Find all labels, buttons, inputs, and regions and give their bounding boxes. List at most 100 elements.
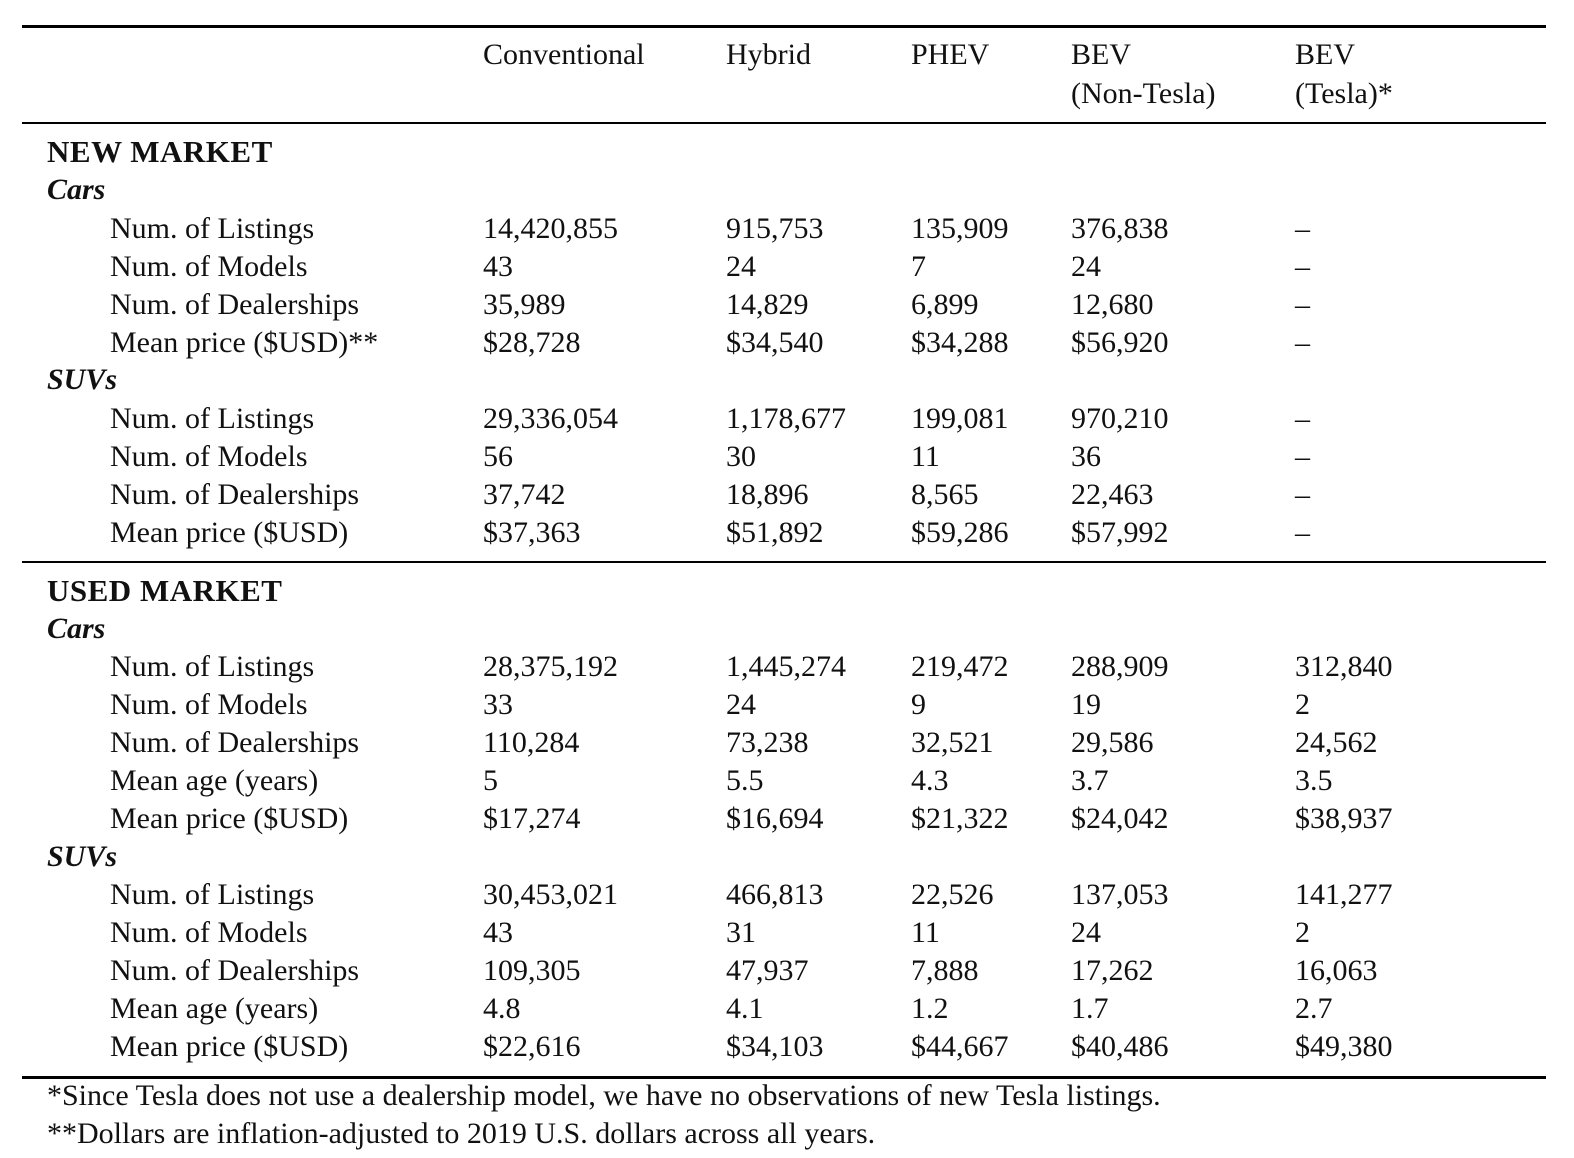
- table-cell: 43: [483, 916, 513, 949]
- column-header-bev-non-tesla: BEV: [1071, 38, 1131, 71]
- footnote-inflation: **Dollars are inflation-adjusted to 2019…: [47, 1117, 876, 1150]
- metric-label: Num. of Listings: [110, 402, 315, 435]
- table-cell: 2: [1295, 916, 1310, 949]
- table-cell: 1.2: [911, 992, 949, 1025]
- table-cell: 32,521: [911, 726, 994, 759]
- table-cell: –: [1295, 212, 1310, 245]
- table-cell: 5.5: [726, 764, 764, 797]
- table-cell: 110,284: [483, 726, 580, 759]
- section-title-used-market: USED MARKET: [47, 573, 283, 608]
- table-cell: $57,992: [1071, 516, 1169, 549]
- metric-label: Num. of Models: [110, 916, 308, 949]
- table-cell: $51,892: [726, 516, 824, 549]
- table-cell: 28,375,192: [483, 650, 618, 683]
- table-cell: 1,178,677: [726, 402, 846, 435]
- table-cell: –: [1295, 516, 1310, 549]
- table-cell: 466,813: [726, 878, 824, 911]
- table-cell: 12,680: [1071, 288, 1154, 321]
- table-cell: –: [1295, 326, 1310, 359]
- table-cell: 7: [911, 250, 926, 283]
- table-cell: 18,896: [726, 478, 809, 511]
- column-header-hybrid: Hybrid: [726, 38, 811, 71]
- column-header-bev-tesla-sub: (Tesla)*: [1295, 77, 1393, 110]
- table-cell: 24: [726, 250, 756, 283]
- column-header-conventional: Conventional: [483, 38, 645, 71]
- table-cell: 4.1: [726, 992, 764, 1025]
- subsection-title-used-cars: Cars: [47, 612, 106, 645]
- metric-label: Num. of Listings: [110, 212, 315, 245]
- table-cell: 376,838: [1071, 212, 1169, 245]
- table-cell: $16,694: [726, 802, 824, 835]
- metric-label: Num. of Listings: [110, 650, 315, 683]
- table-cell: 2.7: [1295, 992, 1333, 1025]
- table-cell: 141,277: [1295, 878, 1393, 911]
- table-cell: 14,420,855: [483, 212, 618, 245]
- table-cell: 36: [1071, 440, 1101, 473]
- table-cell: 4.8: [483, 992, 521, 1025]
- table-cell: 31: [726, 916, 756, 949]
- table-cell: 137,053: [1071, 878, 1169, 911]
- metric-label: Mean price ($USD)**: [110, 326, 379, 359]
- metric-label: Num. of Models: [110, 688, 308, 721]
- table-cell: 22,463: [1071, 478, 1154, 511]
- table-cell: 1.7: [1071, 992, 1109, 1025]
- column-header-bev-non-tesla-sub: (Non-Tesla): [1071, 77, 1216, 110]
- metric-label: Mean age (years): [110, 992, 319, 1025]
- table-cell: 312,840: [1295, 650, 1393, 683]
- table-cell: $34,103: [726, 1030, 824, 1063]
- bottom-rule: [22, 1076, 1546, 1079]
- table-cell: $59,286: [911, 516, 1009, 549]
- column-header-phev: PHEV: [911, 38, 990, 71]
- metric-label: Num. of Dealerships: [110, 726, 360, 759]
- table-cell: $22,616: [483, 1030, 581, 1063]
- table-cell: $56,920: [1071, 326, 1169, 359]
- column-header-bev-tesla: BEV: [1295, 38, 1355, 71]
- table-cell: 2: [1295, 688, 1310, 721]
- subsection-title-new-suvs: SUVs: [47, 363, 118, 396]
- table-cell: 3.7: [1071, 764, 1109, 797]
- table-cell: 43: [483, 250, 513, 283]
- table-cell: $28,728: [483, 326, 581, 359]
- table-cell: $37,363: [483, 516, 581, 549]
- table-cell: 970,210: [1071, 402, 1169, 435]
- table-cell: 3.5: [1295, 764, 1333, 797]
- table-cell: 19: [1071, 688, 1101, 721]
- table-cell: 17,262: [1071, 954, 1154, 987]
- table-cell: $38,937: [1295, 802, 1393, 835]
- table-cell: 11: [911, 440, 940, 473]
- metric-label: Num. of Models: [110, 250, 308, 283]
- table-cell: $21,322: [911, 802, 1009, 835]
- table-cell: –: [1295, 250, 1310, 283]
- table-cell: 47,937: [726, 954, 809, 987]
- subsection-title-used-suvs: SUVs: [47, 840, 118, 873]
- table-cell: 199,081: [911, 402, 1009, 435]
- table-cell: 24: [1071, 250, 1101, 283]
- table-cell: 9: [911, 688, 926, 721]
- table-cell: $44,667: [911, 1030, 1009, 1063]
- table-cell: 288,909: [1071, 650, 1169, 683]
- table-cell: 29,336,054: [483, 402, 618, 435]
- table-cell: 29,586: [1071, 726, 1154, 759]
- metric-label: Num. of Dealerships: [110, 478, 360, 511]
- table-cell: 1,445,274: [726, 650, 846, 683]
- table-cell: 109,305: [483, 954, 581, 987]
- metric-label: Num. of Listings: [110, 878, 315, 911]
- section-title-new-market: NEW MARKET: [47, 134, 273, 169]
- metric-label: Mean price ($USD): [110, 516, 349, 549]
- table-cell: 6,899: [911, 288, 979, 321]
- table-cell: 37,742: [483, 478, 566, 511]
- metric-label: Num. of Models: [110, 440, 308, 473]
- table-cell: 22,526: [911, 878, 994, 911]
- table-cell: 915,753: [726, 212, 824, 245]
- table-cell: 33: [483, 688, 513, 721]
- table-cell: 30,453,021: [483, 878, 618, 911]
- table-cell: 14,829: [726, 288, 809, 321]
- header-rule: [22, 122, 1546, 124]
- table-cell: $24,042: [1071, 802, 1169, 835]
- subsection-title-new-cars: Cars: [47, 173, 106, 206]
- table-cell: 35,989: [483, 288, 566, 321]
- section-rule: [22, 561, 1546, 563]
- metric-label: Mean price ($USD): [110, 1030, 349, 1063]
- table-cell: 16,063: [1295, 954, 1378, 987]
